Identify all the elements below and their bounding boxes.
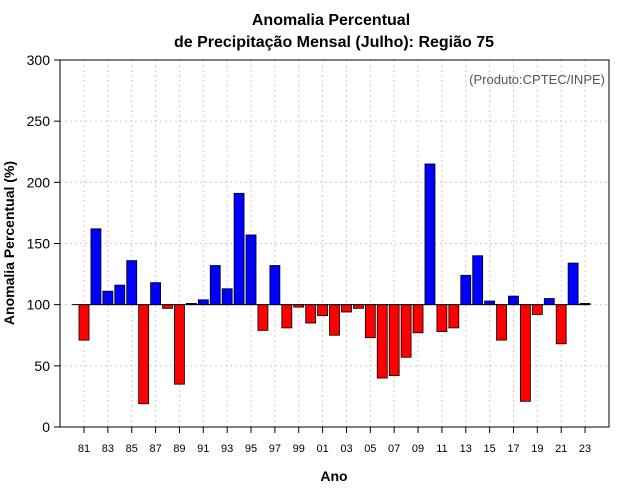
x-tick-label: 87 bbox=[149, 443, 161, 455]
bar-2000 bbox=[305, 304, 317, 324]
bar-1993 bbox=[221, 288, 233, 306]
x-tick-label: 83 bbox=[102, 443, 114, 455]
bar-2003 bbox=[341, 304, 352, 313]
x-tick-label: 23 bbox=[579, 443, 591, 455]
bar-2010 bbox=[424, 163, 436, 306]
y-tick-label: 150 bbox=[27, 236, 51, 252]
x-tick-label: 91 bbox=[197, 443, 209, 455]
y-tick-label: 250 bbox=[27, 113, 51, 129]
bar-2014 bbox=[472, 255, 484, 306]
bar-1991 bbox=[197, 299, 209, 306]
source-annotation: (Produto:CPTEC/INPE) bbox=[469, 72, 605, 87]
x-tick-label: 97 bbox=[269, 443, 281, 455]
bar-1982 bbox=[90, 228, 102, 306]
bar-2008 bbox=[400, 304, 412, 358]
bar-2021 bbox=[555, 304, 567, 345]
x-tick-label: 13 bbox=[460, 443, 472, 455]
x-axis-label: Ano bbox=[320, 468, 347, 484]
bar-2015 bbox=[484, 300, 496, 306]
bar-1997 bbox=[269, 265, 281, 306]
bar-2013 bbox=[460, 274, 472, 306]
x-tick-label: 85 bbox=[126, 443, 138, 455]
x-tick-label: 21 bbox=[555, 443, 567, 455]
x-tick-label: 81 bbox=[78, 443, 90, 455]
bar-1994 bbox=[233, 192, 245, 306]
bar-2020 bbox=[543, 298, 555, 306]
y-tick-label: 200 bbox=[27, 174, 51, 190]
x-tick-label: 99 bbox=[293, 443, 305, 455]
bar-2005 bbox=[364, 304, 376, 339]
bar-2022 bbox=[567, 262, 579, 306]
x-axis: 81 83 85 87 89 91 93 95 97 99 01 03 05 07 09 11 13 15 17 19… bbox=[78, 427, 591, 455]
x-tick-label: 07 bbox=[388, 443, 400, 455]
x-tick-label: 95 bbox=[245, 443, 257, 455]
bar-2018 bbox=[520, 304, 531, 402]
bar-series bbox=[78, 163, 591, 405]
x-tick-label: 03 bbox=[340, 443, 352, 455]
x-tick-label: 15 bbox=[483, 443, 495, 455]
bar-1995 bbox=[245, 234, 257, 306]
bar-2016 bbox=[496, 304, 507, 341]
chart-subtitle: de Precipitação Mensal (Julho): Região 7… bbox=[174, 34, 494, 51]
x-tick-label: 17 bbox=[507, 443, 519, 455]
bar-1996 bbox=[257, 304, 269, 331]
x-tick-label: 05 bbox=[364, 443, 376, 455]
bar-2011 bbox=[436, 304, 448, 332]
bar-1984 bbox=[114, 284, 126, 306]
x-tick-label: 11 bbox=[436, 443, 447, 455]
bar-2004 bbox=[352, 304, 364, 309]
x-tick-label: 01 bbox=[316, 443, 328, 455]
bar-2019 bbox=[531, 304, 543, 315]
bar-2006 bbox=[376, 304, 388, 379]
bar-1988 bbox=[162, 304, 173, 309]
bar-1985 bbox=[126, 260, 138, 306]
bar-1998 bbox=[281, 304, 293, 329]
bar-1992 bbox=[209, 265, 221, 306]
bar-2012 bbox=[448, 304, 460, 329]
bar-2001 bbox=[317, 304, 329, 317]
y-axis-label: Anomalia Percentual (%) bbox=[1, 161, 17, 325]
bar-2017 bbox=[508, 295, 519, 306]
bar-1989 bbox=[174, 304, 185, 385]
x-tick-label: 93 bbox=[221, 443, 233, 455]
x-tick-label: 09 bbox=[412, 443, 424, 455]
y-axis: 0 50 100 150 200 250 300 bbox=[27, 52, 60, 435]
bar-2009 bbox=[412, 304, 424, 334]
bar-1981 bbox=[78, 304, 90, 341]
bar-1983 bbox=[102, 290, 114, 306]
bar-2002 bbox=[329, 304, 340, 336]
bar-1987 bbox=[150, 282, 161, 306]
x-tick-label: 19 bbox=[531, 443, 543, 455]
bar-1986 bbox=[138, 304, 150, 405]
y-tick-label: 50 bbox=[34, 358, 50, 374]
y-tick-label: 300 bbox=[27, 52, 51, 68]
chart-title: Anomalia Percentual bbox=[252, 12, 410, 29]
y-tick-label: 100 bbox=[27, 297, 51, 313]
bar-2007 bbox=[388, 304, 400, 377]
x-tick-label: 89 bbox=[173, 443, 185, 455]
y-tick-label: 0 bbox=[42, 419, 50, 435]
